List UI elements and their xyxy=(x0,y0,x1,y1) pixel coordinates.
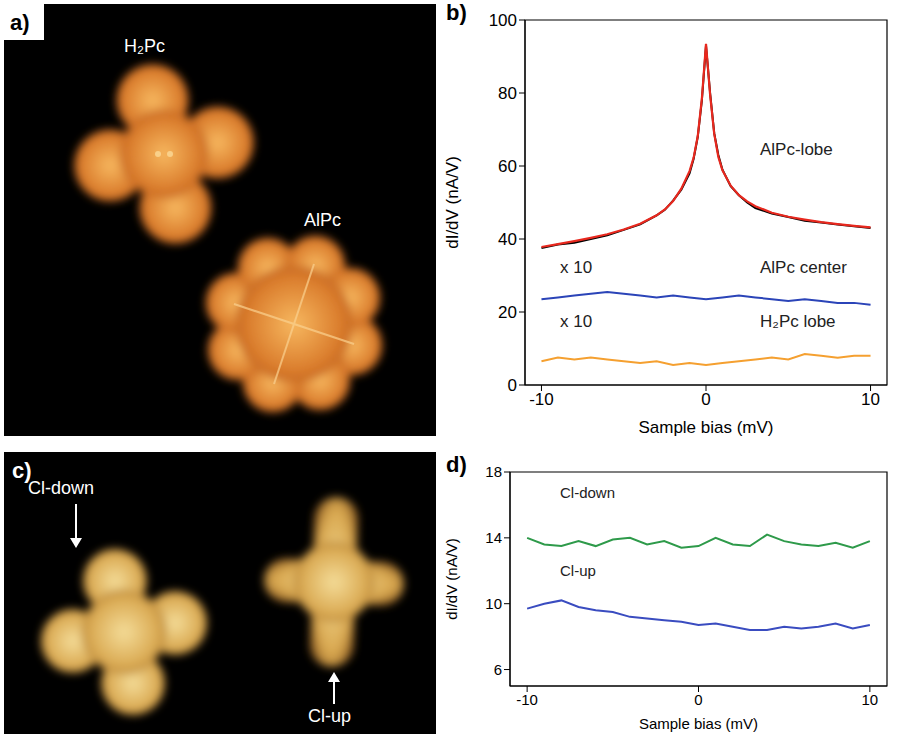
svg-text:40: 40 xyxy=(498,230,517,249)
svg-text:20: 20 xyxy=(498,303,517,322)
html-text:Cl-up: Cl-up xyxy=(560,562,596,579)
html-text:AlPc center: AlPc center xyxy=(760,258,847,277)
svg-text:14: 14 xyxy=(485,529,502,546)
svg-text:dI/dV (nA/V): dI/dV (nA/V) xyxy=(443,156,462,249)
svg-text:-10: -10 xyxy=(516,691,538,708)
svg-text:0: 0 xyxy=(701,390,710,409)
svg-text:80: 80 xyxy=(498,84,517,103)
svg-text:18: 18 xyxy=(485,463,502,480)
svg-text:Cl-down: Cl-down xyxy=(28,478,94,498)
svg-text:10: 10 xyxy=(485,595,502,612)
html-text:Cl-down: Cl-down xyxy=(560,484,615,501)
svg-text:Sample bias (mV): Sample bias (mV) xyxy=(638,418,773,437)
svg-text:Cl-up: Cl-up xyxy=(308,706,351,726)
svg-text:10: 10 xyxy=(861,390,880,409)
html-text:AlPc-lobe: AlPc-lobe xyxy=(760,140,833,159)
svg-text:6: 6 xyxy=(494,661,502,678)
html-text:b): b) xyxy=(446,0,467,25)
html-text:H₂Pc lobe: H₂Pc lobe xyxy=(760,312,836,331)
html-text:x 10: x 10 xyxy=(560,258,593,277)
html-text:x 10: x 10 xyxy=(560,312,593,331)
svg-text:0: 0 xyxy=(508,376,517,395)
svg-text:c): c) xyxy=(12,458,32,483)
svg-text:a): a) xyxy=(10,10,30,35)
svg-text:100: 100 xyxy=(489,11,517,30)
svg-text:10: 10 xyxy=(862,691,879,708)
svg-text:0: 0 xyxy=(694,691,702,708)
svg-text:60: 60 xyxy=(498,157,517,176)
svg-text:H₂Pc: H₂Pc xyxy=(124,36,165,56)
html-text:d): d) xyxy=(446,452,467,477)
svg-text:Sample bias (mV): Sample bias (mV) xyxy=(639,715,758,732)
svg-text:-10: -10 xyxy=(529,390,554,409)
svg-text:dI/dV (nA/V): dI/dV (nA/V) xyxy=(443,538,460,620)
svg-text:AlPc: AlPc xyxy=(304,210,341,230)
